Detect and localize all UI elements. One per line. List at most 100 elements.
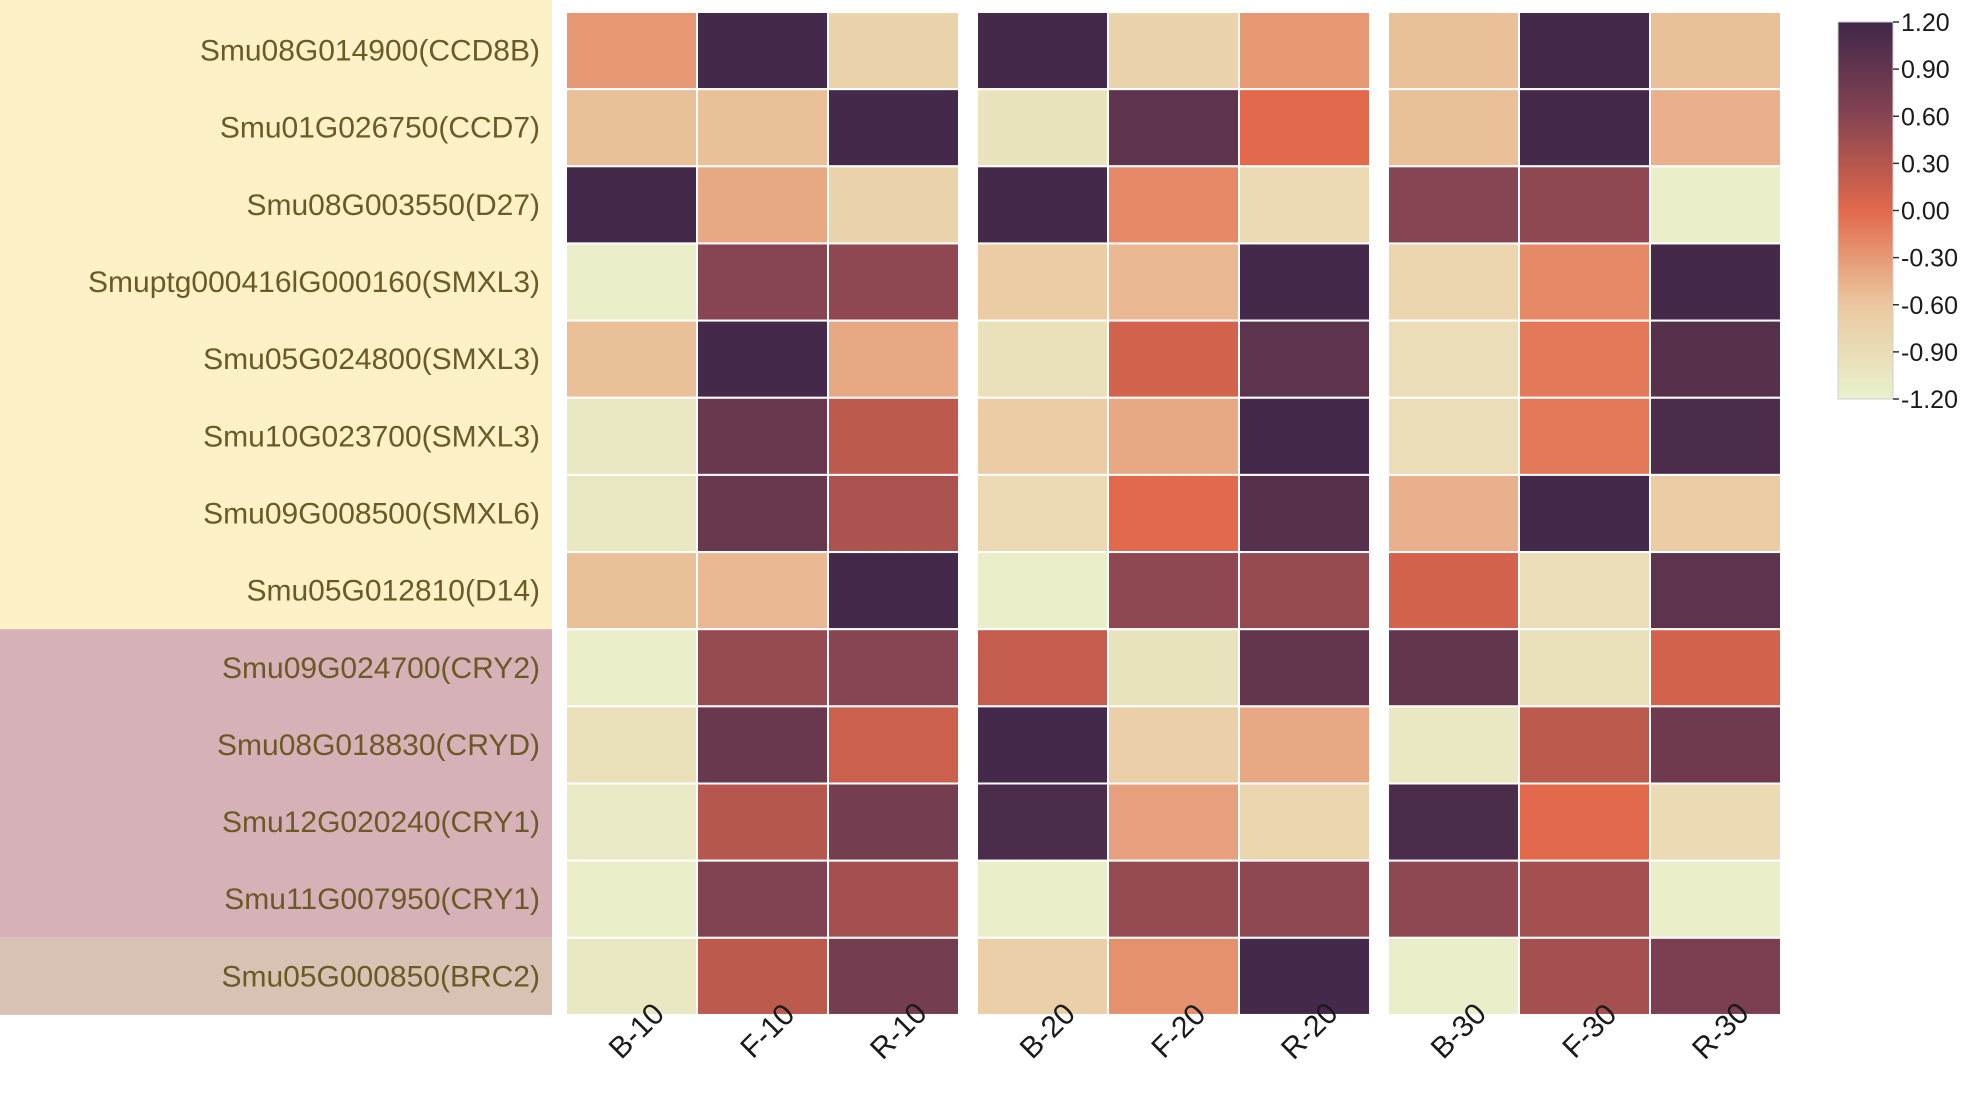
heatmap-cell	[1387, 242, 1520, 322]
heatmap-cell	[1518, 88, 1651, 168]
heatmap-cell	[827, 242, 960, 322]
colorbar-tick-label: -1.20	[1901, 386, 1958, 414]
row-label: Smu09G024700(CRY2)	[222, 652, 540, 685]
heatmap-cell	[827, 88, 960, 168]
heatmap-cell	[1107, 11, 1240, 91]
row-label: Smu08G018830(CRYD)	[217, 729, 540, 762]
row-label: Smu10G023700(SMXL3)	[203, 420, 540, 453]
heatmap-cell	[1649, 396, 1782, 476]
heatmap-cell	[696, 396, 829, 476]
heatmap-cell	[1107, 936, 1240, 1016]
colorbar-tick-label: -0.60	[1901, 292, 1958, 320]
heatmap-cell	[1518, 628, 1651, 708]
heatmap-cell	[1107, 628, 1240, 708]
heatmap-cell	[1518, 242, 1651, 322]
heatmap-cell	[1238, 859, 1371, 939]
heatmap-cell	[1238, 705, 1371, 785]
heatmap-cell	[1238, 782, 1371, 862]
heatmap-cell	[565, 782, 698, 862]
heatmap-cell	[1518, 11, 1651, 91]
heatmap-cell	[1238, 242, 1371, 322]
heatmap-cell	[696, 319, 829, 399]
heatmap-cell	[1238, 473, 1371, 554]
heatmap-cell	[696, 242, 829, 322]
heatmap-cell	[696, 782, 829, 862]
heatmap-cell	[827, 165, 960, 245]
colorbar-tick-label: 0.30	[1901, 150, 1950, 178]
heatmap-cell	[1518, 165, 1651, 245]
heatmap-cell	[827, 782, 960, 862]
heatmap-cell	[1649, 165, 1782, 245]
heatmap-cell	[565, 628, 698, 708]
row-labels: Smu08G014900(CCD8B) Smu01G026750(CCD7) Smu…	[88, 35, 540, 994]
heatmap-cell	[1518, 936, 1651, 1016]
row-label: Smuptg000416lG000160(SMXL3)	[88, 266, 540, 299]
heatmap-cell	[1649, 473, 1782, 554]
heatmap-cell	[1107, 165, 1240, 245]
heatmap-cell	[565, 551, 698, 631]
heatmap-cell	[976, 242, 1109, 322]
heatmap-cell	[1238, 628, 1371, 708]
heatmap-cell	[1649, 628, 1782, 708]
heatmap-cell	[1238, 396, 1371, 476]
heatmap-cell	[1649, 11, 1782, 91]
heatmap-cell	[696, 88, 829, 168]
heatmap-cell	[1518, 859, 1651, 939]
heatmap-cell	[1387, 782, 1520, 862]
row-label: Smu05G024800(SMXL3)	[203, 343, 540, 376]
heatmap-cell	[827, 11, 960, 91]
heatmap-cell	[1518, 396, 1651, 476]
heatmap-cell	[1387, 551, 1520, 631]
heatmap-cell	[1649, 705, 1782, 785]
row-group-band-branching	[0, 937, 552, 1015]
row-label: Smu05G012810(D14)	[246, 575, 540, 608]
heatmap-cell	[1387, 936, 1520, 1016]
heatmap-cell	[1387, 11, 1520, 91]
heatmap-cell	[976, 936, 1109, 1016]
heatmap-cell	[976, 396, 1109, 476]
heatmap-cell	[696, 165, 829, 245]
row-label: Smu01G026750(CCD7)	[220, 112, 540, 145]
heatmap-cell	[1649, 936, 1782, 1016]
heatmap-cell	[1387, 628, 1520, 708]
heatmap-cell	[565, 165, 698, 245]
heatmap-cell	[976, 551, 1109, 631]
heatmap-cell	[565, 88, 698, 168]
heatmap-cell	[1518, 782, 1651, 862]
heatmap-cell	[827, 319, 960, 399]
colorbar-legend: 1.20 0.90 0.60 0.30 0.00 -0.30 -0.60 -0.90 -1.20	[1837, 9, 1958, 414]
heatmap-cell	[976, 628, 1109, 708]
heatmap-cell	[827, 396, 960, 476]
heatmap-cell	[976, 165, 1109, 245]
heatmap-cell	[1107, 319, 1240, 399]
row-group-band-strigolactone	[0, 0, 552, 630]
heatmap-cell	[976, 705, 1109, 785]
heatmap-cell	[1238, 319, 1371, 399]
heatmap-cell	[696, 473, 829, 554]
heatmap-cell	[696, 551, 829, 631]
colorbar-tick-label: 0.60	[1901, 103, 1950, 131]
colorbar-tick-label: -0.30	[1901, 245, 1958, 273]
heatmap-cell	[565, 936, 698, 1016]
row-label: Smu12G020240(CRY1)	[222, 806, 540, 839]
heatmap-cell	[1649, 319, 1782, 399]
heatmap-cell	[1387, 473, 1520, 554]
colorbar-tick-label: 0.90	[1901, 56, 1950, 84]
heatmap-cell	[827, 705, 960, 785]
heatmap-cell	[1238, 88, 1371, 168]
heatmap-cell	[1649, 782, 1782, 862]
row-label: Smu11G007950(CRY1)	[224, 883, 540, 916]
heatmap-cell	[1649, 859, 1782, 939]
heatmap-cell	[827, 628, 960, 708]
heatmap-cell	[1107, 88, 1240, 168]
heatmap-cell	[1238, 551, 1371, 631]
heatmap-cell	[1649, 88, 1782, 168]
heatmap-cell	[1649, 551, 1782, 631]
heatmap-cell	[827, 936, 960, 1016]
heatmap-cell	[696, 628, 829, 708]
heatmap-cell	[565, 473, 698, 554]
row-label: Smu09G008500(SMXL6)	[203, 497, 540, 530]
heatmap-cell	[827, 551, 960, 631]
heatmap-cell	[696, 936, 829, 1016]
heatmap-cell	[1387, 165, 1520, 245]
